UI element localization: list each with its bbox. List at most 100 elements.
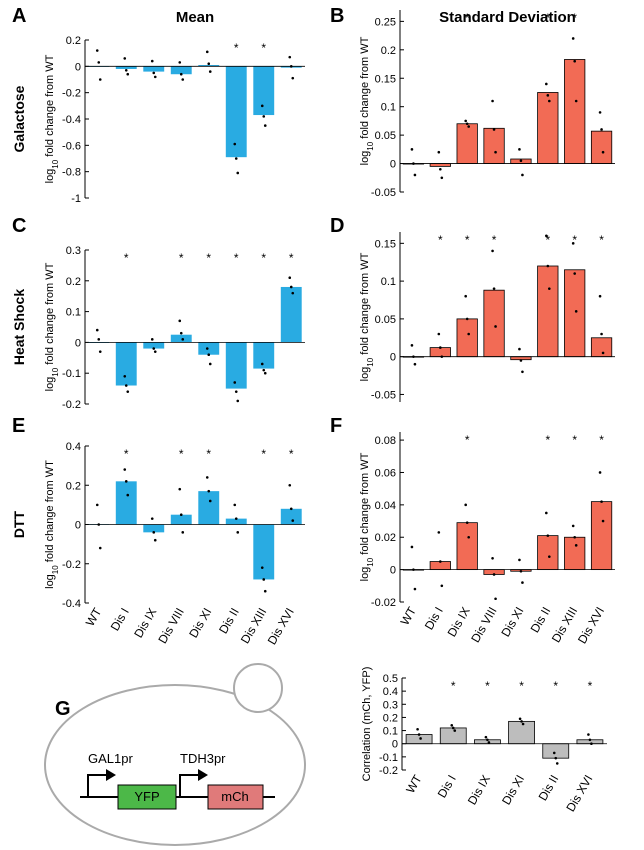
- replicate-dot: [571, 524, 575, 528]
- replicate-dot: [288, 55, 292, 59]
- bar: [456, 522, 478, 571]
- panel-letter: D: [330, 215, 344, 237]
- bar: [429, 163, 451, 167]
- bar: [143, 66, 165, 72]
- y-tick-label: -0.02: [371, 597, 396, 609]
- replicate-dot: [437, 531, 441, 534]
- bar: [564, 536, 586, 571]
- replicate-dot: [521, 722, 525, 726]
- replicate-dot: [181, 78, 185, 81]
- replicate-dot: [571, 37, 575, 40]
- gene-label: YFP: [134, 789, 159, 804]
- y-axis-label-part: 10: [51, 159, 60, 168]
- significance: *: [545, 11, 550, 25]
- replicate-dot: [492, 128, 496, 131]
- replicate-dot: [467, 535, 470, 539]
- bar: [564, 269, 586, 358]
- panel-letter: G: [55, 698, 71, 720]
- significance: *: [465, 233, 470, 247]
- significance: *: [261, 447, 266, 461]
- replicate-dot: [519, 569, 523, 573]
- y-tick-label: 0.05: [375, 130, 396, 142]
- y-axis-label: log10 fold change from WT: [359, 252, 375, 381]
- y-tick-label: 0.3: [66, 245, 81, 257]
- replicate-dot: [208, 362, 212, 366]
- panel-title: Standard Deviation: [439, 9, 576, 26]
- replicate-dot: [262, 578, 266, 581]
- replicate-dot: [152, 347, 156, 350]
- replicate-dot: [98, 350, 102, 353]
- x-tick-label: Dis II: [528, 605, 554, 636]
- replicate-dot: [291, 291, 295, 295]
- bar: [456, 123, 478, 164]
- significance: *: [179, 447, 184, 461]
- y-axis-label-part: fold change from WT: [44, 262, 56, 367]
- replicate-dot: [453, 729, 457, 732]
- replicate-dot: [207, 489, 211, 493]
- replicate-dot: [548, 555, 551, 558]
- y-tick-label: -0.1: [379, 752, 398, 764]
- y-tick-label: 0: [390, 352, 396, 364]
- replicate-dot: [574, 544, 578, 547]
- x-tick-label: Dis XVI: [575, 605, 607, 647]
- y-tick-label: 0: [390, 159, 396, 171]
- significance: *: [289, 447, 294, 461]
- y-axis-label: log10 fold change from WT: [44, 262, 60, 391]
- cell-diagram: GAL1pr TDH3pr YFP mCh: [44, 663, 306, 846]
- replicate-dot: [291, 519, 295, 522]
- replicate-dot: [152, 71, 156, 75]
- replicate-dot: [574, 310, 578, 313]
- x-tick-label: Dis XI: [498, 605, 526, 640]
- replicate-dot: [179, 72, 183, 76]
- replicate-dot: [492, 287, 496, 290]
- significance: *: [261, 41, 266, 55]
- y-tick-label: 0.1: [383, 726, 398, 738]
- replicate-dot: [263, 371, 267, 375]
- replicate-dot: [153, 75, 157, 79]
- bar: [542, 743, 570, 759]
- replicate-dot: [181, 531, 185, 534]
- significance: *: [572, 233, 577, 247]
- replicate-dot: [521, 581, 524, 584]
- replicate-dot: [262, 115, 266, 118]
- replicate-dot: [126, 390, 130, 393]
- bar: [198, 342, 220, 355]
- replicate-dot: [440, 176, 444, 180]
- arrowhead: [198, 769, 208, 781]
- significance: *: [124, 447, 129, 461]
- x-tick-label: Dis VIII: [155, 606, 186, 646]
- bar: [280, 508, 302, 525]
- replicate-dot: [263, 124, 267, 127]
- y-axis-label-part: 10: [366, 357, 375, 366]
- bar: [170, 66, 192, 75]
- y-tick-label: -0.4: [62, 598, 81, 610]
- replicate-dot: [491, 556, 494, 560]
- replicate-dot: [124, 384, 128, 387]
- replicate-dot: [465, 122, 469, 126]
- replicate-dot: [153, 538, 157, 542]
- x-tick-label: Dis XVI: [265, 606, 297, 648]
- replicate-dot: [587, 733, 590, 736]
- replicate-dot: [152, 531, 156, 534]
- y-tick-label: 0.2: [381, 45, 396, 57]
- y-axis-label-part: log: [44, 574, 56, 589]
- replicate-dot: [288, 276, 292, 280]
- replicate-dot: [486, 738, 489, 742]
- replicate-dot: [573, 59, 576, 63]
- replicate-dot: [126, 72, 130, 76]
- bar: [225, 518, 247, 525]
- bar: [537, 92, 559, 164]
- replicate-dot: [181, 338, 185, 341]
- significance: *: [545, 233, 550, 247]
- row-label: Heat Shock: [11, 289, 27, 365]
- replicate-dot: [419, 737, 422, 740]
- replicate-dot: [260, 566, 264, 569]
- replicate-dot: [123, 57, 127, 60]
- x-tick-label: Dis II: [216, 606, 242, 637]
- replicate-dot: [234, 157, 238, 160]
- replicate-dot: [573, 535, 576, 539]
- replicate-dot: [555, 762, 559, 765]
